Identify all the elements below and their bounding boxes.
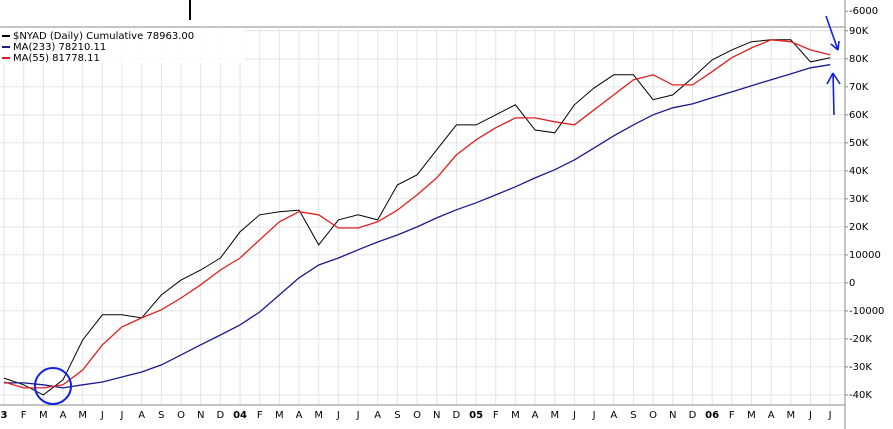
x-tick-label: A xyxy=(374,410,381,421)
x-tick-label: F xyxy=(729,410,735,421)
x-tick-label: A xyxy=(610,410,617,421)
x-axis-band xyxy=(0,405,845,429)
y-tick-label: 90K xyxy=(849,26,869,37)
x-tick-label: O xyxy=(177,410,185,421)
y-tick-label: 30K xyxy=(849,194,869,205)
x-tick-label: 06 xyxy=(705,410,719,421)
x-tick-label: J xyxy=(572,410,576,421)
y-tick-label: -6000 xyxy=(849,6,878,17)
y-tick-label: 10000 xyxy=(849,250,881,261)
legend-label: MA(233) 78210.11 xyxy=(13,42,106,53)
x-tick-label: M xyxy=(550,410,559,421)
legend-label: $NYAD (Daily) Cumulative 78963.00 xyxy=(13,31,194,42)
x-tick-label: N xyxy=(669,410,676,421)
lines xyxy=(3,39,831,396)
x-tick-label: A xyxy=(296,410,303,421)
y-tick-label: 60K xyxy=(849,110,869,121)
series-line xyxy=(3,39,831,389)
x-tick-label: A xyxy=(60,410,67,421)
x-tick-label: 05 xyxy=(469,410,483,421)
y-tick-label: -40K xyxy=(849,390,872,401)
x-tick-label: A xyxy=(138,410,145,421)
x-tick-label: A xyxy=(532,410,539,421)
y-tick-label: 80K xyxy=(849,54,869,65)
x-tick-label: M xyxy=(275,410,284,421)
y-tick-label: -20K xyxy=(849,334,872,345)
x-tick-label: N xyxy=(433,410,440,421)
x-tick-label: O xyxy=(649,410,657,421)
annotation-arrow-down xyxy=(825,15,840,51)
x-tick-label: S xyxy=(394,410,400,421)
x-tick-label: 04 xyxy=(233,410,247,421)
x-tick-label: F xyxy=(21,410,27,421)
x-tick-label: N xyxy=(197,410,204,421)
x-tick-label: D xyxy=(217,410,225,421)
x-tick-label: J xyxy=(120,410,124,421)
series-line xyxy=(4,64,831,389)
x-tick-label: F xyxy=(493,410,499,421)
x-tick-label: D xyxy=(689,410,697,421)
x-tick-label: O xyxy=(413,410,421,421)
y-tick-label: -30K xyxy=(849,362,872,373)
y-tick-label: 50K xyxy=(849,138,869,149)
annotation-circle xyxy=(34,367,72,405)
x-tick-label: A xyxy=(768,410,775,421)
legend: $NYAD (Daily) Cumulative 78963.00MA(233)… xyxy=(2,31,194,64)
y-tick-label: 40K xyxy=(849,166,869,177)
x-tick-label: S xyxy=(630,410,636,421)
x-tick-label: D xyxy=(453,410,461,421)
x-tick-label: J xyxy=(356,410,360,421)
x-tick-label: M xyxy=(511,410,520,421)
legend-label: MA(55) 81778.11 xyxy=(13,53,100,64)
y-tick-label: 0 xyxy=(849,278,855,289)
x-tick-label: J xyxy=(336,410,340,421)
x-tick-label: J xyxy=(828,410,832,421)
annotation-arrow-up xyxy=(826,72,841,116)
legend-box xyxy=(0,29,245,63)
x-tick-label: 3 xyxy=(1,410,8,421)
x-tick-label: J xyxy=(808,410,812,421)
y-tick-label: 70K xyxy=(849,82,869,93)
x-tick-label: S xyxy=(158,410,164,421)
x-tick-label: M xyxy=(39,410,48,421)
x-tick-label: J xyxy=(592,410,596,421)
x-tick-label: M xyxy=(786,410,795,421)
y-tick-label: -10000 xyxy=(849,306,884,317)
x-tick-label: M xyxy=(314,410,323,421)
x-tick-label: J xyxy=(100,410,104,421)
x-tick-label: M xyxy=(747,410,756,421)
y-tick-label: 20K xyxy=(849,222,869,233)
x-tick-label: M xyxy=(78,410,87,421)
x-tick-label: F xyxy=(257,410,263,421)
